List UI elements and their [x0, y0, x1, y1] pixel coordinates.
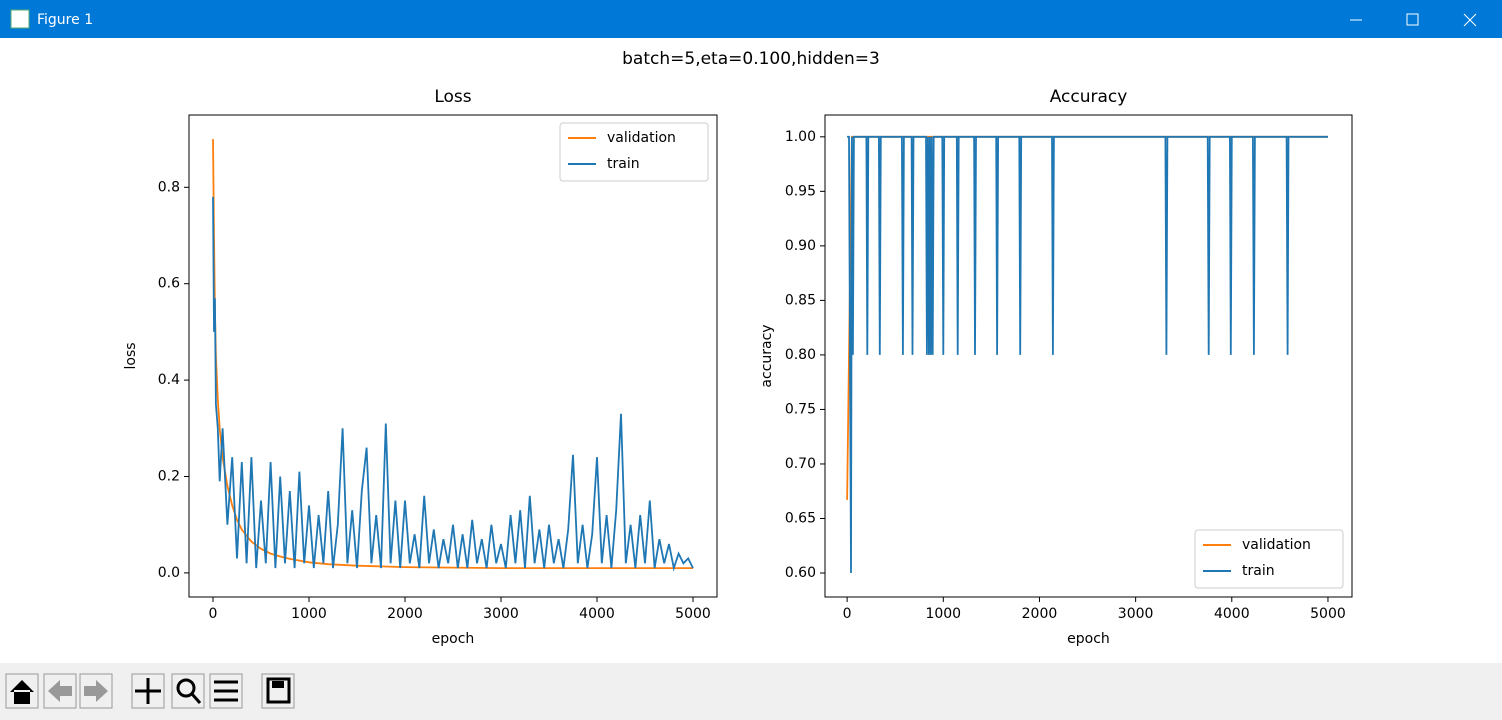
y-tick-label: 0.80 [785, 347, 816, 363]
x-tick-label: 2000 [1022, 606, 1058, 622]
x-tick-label: 1000 [291, 606, 327, 622]
x-axis-label: epoch [1067, 631, 1110, 647]
y-tick-label: 0.70 [785, 456, 816, 472]
x-tick-label: 0 [843, 606, 852, 622]
configure-button[interactable] [209, 673, 243, 709]
y-tick-label: 0.6 [158, 276, 180, 292]
maximize-button[interactable] [1406, 13, 1419, 26]
axes-frame [188, 114, 718, 598]
series-line [212, 196, 694, 572]
y-axis-label: loss [123, 342, 139, 369]
forward-button[interactable] [79, 673, 113, 709]
y-tick-label: 0.65 [785, 510, 816, 526]
y-tick-label: 0.95 [785, 183, 816, 199]
x-tick-label: 5000 [675, 606, 711, 622]
y-tick-label: 0.85 [785, 292, 816, 308]
axes-title: Accuracy [1050, 87, 1128, 107]
legend-label: validation [1242, 537, 1311, 553]
x-tick-label: 0 [209, 606, 218, 622]
series-line [212, 139, 693, 569]
x-tick-label: 5000 [1310, 606, 1346, 622]
axes-frame [824, 114, 1353, 598]
title-bar [0, 0, 1502, 38]
legend-box [559, 122, 709, 182]
y-tick-label: 0.0 [158, 565, 180, 581]
pan-button[interactable] [131, 673, 165, 709]
legend-label: validation [607, 130, 676, 146]
legend-label: train [607, 156, 640, 172]
zoom-button[interactable] [171, 673, 205, 709]
legend-label: train [1242, 563, 1275, 579]
y-tick-label: 0.8 [158, 179, 180, 195]
axes-title: Loss [434, 87, 471, 107]
toolbar [0, 663, 1502, 720]
back-button[interactable] [43, 673, 77, 709]
legend-box [1194, 529, 1344, 589]
y-axis-label: accuracy [759, 324, 775, 387]
y-tick-label: 0.60 [785, 565, 816, 581]
suptitle: batch=5,eta=0.100,hidden=3 [622, 49, 880, 69]
save-button[interactable] [261, 673, 295, 709]
x-tick-label: 1000 [925, 606, 961, 622]
x-axis-label: epoch [432, 631, 475, 647]
x-tick-label: 2000 [387, 606, 423, 622]
y-tick-label: 1.00 [785, 129, 816, 145]
app-icon [10, 9, 30, 29]
close-button[interactable] [1463, 13, 1477, 27]
y-tick-label: 0.90 [785, 238, 816, 254]
x-tick-label: 4000 [1214, 606, 1250, 622]
x-tick-label: 4000 [579, 606, 615, 622]
x-tick-label: 3000 [483, 606, 519, 622]
home-button[interactable] [5, 673, 39, 709]
y-tick-label: 0.2 [158, 469, 180, 485]
series-line [847, 135, 1328, 574]
window-title: Figure 1 [37, 12, 93, 28]
y-tick-label: 0.75 [785, 401, 816, 417]
y-tick-label: 0.4 [158, 372, 180, 388]
x-tick-label: 3000 [1118, 606, 1154, 622]
